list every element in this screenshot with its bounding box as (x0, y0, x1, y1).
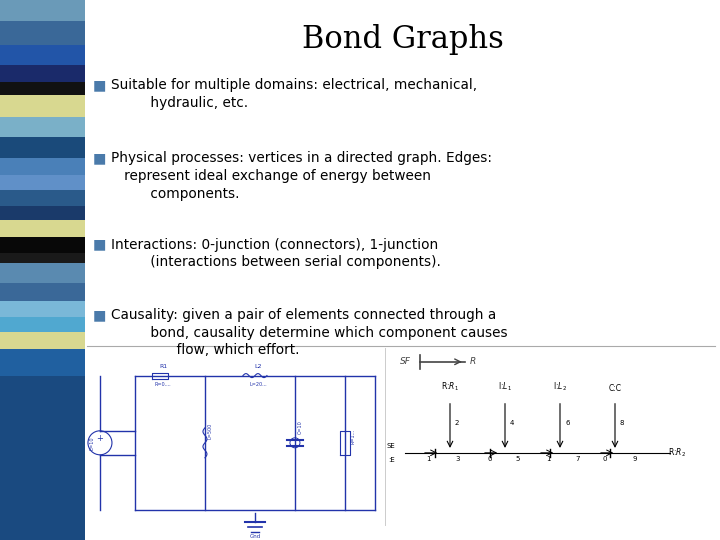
Bar (0, 253, 85, 263)
Text: R=1...: R=1... (351, 429, 356, 444)
Bar (0, 284, 85, 301)
Text: SF: SF (400, 357, 410, 366)
Text: Interactions: 0-junction (connectors), 1-junction
         (interactions between: Interactions: 0-junction (connectors), 1… (111, 238, 441, 269)
Text: SE: SE (386, 443, 395, 449)
Text: L=500: L=500 (208, 422, 213, 439)
Bar (0, 95, 85, 117)
Text: 1: 1 (426, 456, 431, 462)
Bar (0, 175, 85, 190)
Text: R=0....: R=0.... (155, 382, 171, 387)
Text: I:$L_2$: I:$L_2$ (553, 380, 567, 393)
Bar (0, 206, 85, 220)
Text: Bond Graphs: Bond Graphs (302, 24, 504, 55)
Text: R:$R_1$: R:$R_1$ (441, 380, 459, 393)
Text: 4: 4 (510, 420, 514, 426)
Bar (0, 220, 85, 237)
Bar (0, 45, 85, 65)
Text: Gnd: Gnd (249, 534, 261, 539)
Text: ■: ■ (93, 151, 107, 165)
Text: 1: 1 (546, 456, 550, 462)
Text: 0: 0 (487, 456, 492, 462)
Bar (0, 332, 85, 349)
Text: 5: 5 (516, 456, 520, 462)
Text: 0: 0 (603, 456, 607, 462)
Bar (0, 158, 85, 175)
Text: I:$L_1$: I:$L_1$ (498, 380, 512, 393)
Bar (0, 0, 85, 21)
Text: 8: 8 (620, 420, 624, 426)
Bar (0, 137, 85, 158)
Bar (0, 376, 85, 398)
Text: :E: :E (388, 457, 395, 463)
Text: ■: ■ (93, 238, 107, 252)
Text: 2: 2 (455, 420, 459, 426)
Bar (0, 317, 85, 332)
Bar (0, 349, 85, 376)
Text: 7: 7 (576, 456, 580, 462)
Text: Causality: given a pair of elements connected through a
         bond, causality: Causality: given a pair of elements conn… (111, 308, 508, 357)
Text: L=20...: L=20... (250, 382, 268, 387)
Text: ■: ■ (93, 78, 107, 92)
Bar (0, 65, 85, 82)
Bar (0, 117, 85, 137)
Text: R: R (469, 357, 476, 366)
Text: 6: 6 (565, 420, 570, 426)
Text: R1: R1 (159, 363, 167, 369)
Bar (0, 82, 85, 95)
Text: C=10: C=10 (298, 420, 303, 434)
Text: Physical processes: vertices in a directed graph. Edges:
   represent ideal exch: Physical processes: vertices in a direct… (111, 151, 492, 201)
Text: Suitable for multiple domains: electrical, mechanical,
         hydraulic, etc.: Suitable for multiple domains: electrica… (111, 78, 477, 110)
Bar (0, 263, 85, 284)
Bar (0, 190, 85, 206)
Bar (0, 301, 85, 317)
Bar (0, 237, 85, 253)
Bar (0, 21, 85, 45)
Text: R:$R_2$: R:$R_2$ (668, 447, 686, 459)
Bar (0, 398, 85, 540)
Text: +: + (96, 434, 104, 443)
Text: C:C: C:C (608, 384, 621, 393)
Text: E=10: E=10 (90, 436, 95, 449)
Text: L2: L2 (254, 363, 261, 369)
Text: 9: 9 (633, 456, 637, 462)
Text: ■: ■ (93, 308, 107, 322)
Text: 3: 3 (456, 456, 460, 462)
